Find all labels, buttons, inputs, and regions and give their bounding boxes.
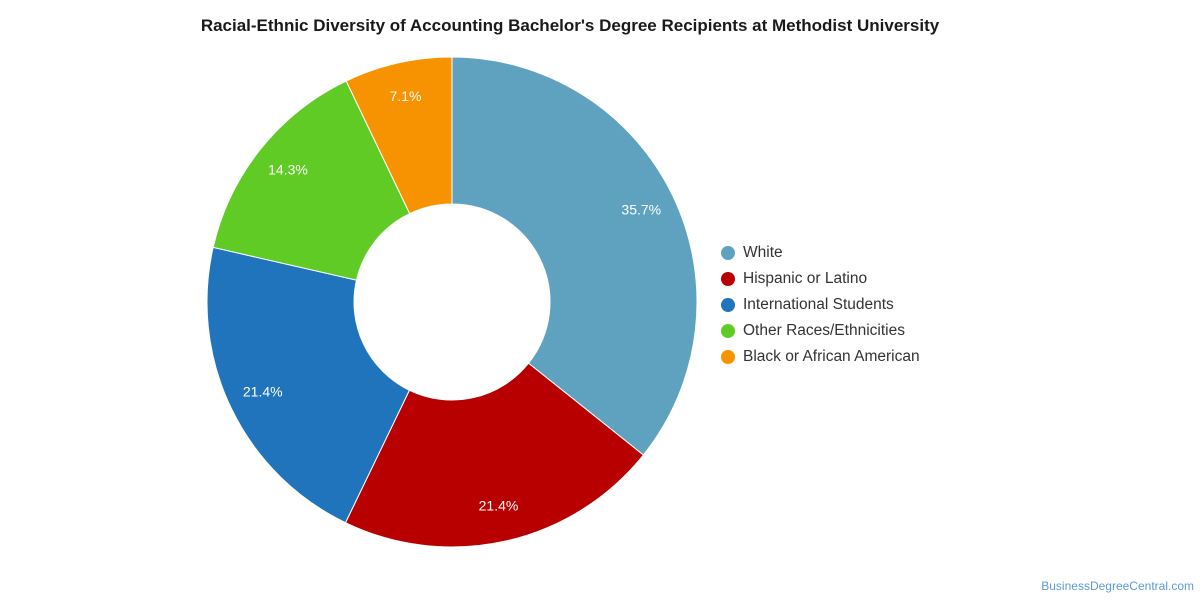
slice-international-students [206, 246, 411, 524]
donut-slices [206, 56, 698, 548]
legend-label: Black or African American [743, 348, 920, 365]
legend-label: Hispanic or Latino [743, 270, 868, 287]
legend-swatch-white [721, 246, 735, 260]
legend-label: Other Races/Ethnicities [743, 322, 905, 339]
slice-white [451, 56, 698, 456]
legend-item-white[interactable]: White [721, 240, 920, 266]
slice-label-white: 35.7% [621, 202, 661, 218]
legend-label: White [743, 244, 783, 261]
slice-label-hispanic-or-latino: 21.4% [479, 497, 519, 513]
slice-hispanic-or-latino [344, 362, 645, 548]
slice-label-black-or-african-american: 7.1% [390, 88, 422, 104]
legend-item-other-races-ethnicities[interactable]: Other Races/Ethnicities [721, 318, 920, 344]
legend-label: International Students [743, 296, 894, 313]
chart-title: Racial-Ethnic Diversity of Accounting Ba… [200, 16, 940, 35]
slice-label-international-students: 21.4% [243, 384, 283, 400]
slice-black-or-african-american [345, 56, 453, 215]
slice-label-other-races-ethnicities: 14.3% [268, 162, 308, 178]
legend-swatch-other-races-ethnicities [721, 324, 735, 338]
slice-other-races-ethnicities [212, 80, 411, 281]
legend-swatch-black-or-african-american [721, 350, 735, 364]
legend-swatch-hispanic-or-latino [721, 272, 735, 286]
source-credit: BusinessDegreeCentral.com [1041, 579, 1194, 593]
slice-labels: 35.7% 21.4% 21.4% 14.3% 7.1% [243, 88, 661, 514]
legend-swatch-international-students [721, 298, 735, 312]
chart-legend: White Hispanic or Latino International Stu… [721, 240, 920, 370]
legend-item-black-or-african-american[interactable]: Black or African American [721, 344, 920, 370]
legend-item-hispanic-or-latino[interactable]: Hispanic or Latino [721, 266, 920, 292]
legend-item-international-students[interactable]: International Students [721, 292, 920, 318]
